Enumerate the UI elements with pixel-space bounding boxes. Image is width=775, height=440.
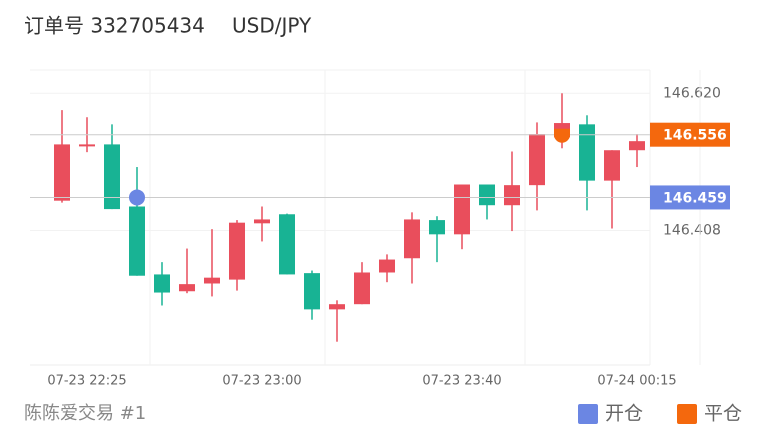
candle-body <box>79 144 95 147</box>
legend-label: 开仓 <box>605 403 643 425</box>
x-tick-label: 07-24 00:15 <box>597 374 676 389</box>
candle-body <box>479 184 495 206</box>
candle-body <box>604 150 620 181</box>
candle-body <box>404 219 420 259</box>
candle-body <box>329 304 345 310</box>
candle-body <box>179 284 195 292</box>
y-tick-label: 146.408 <box>663 222 721 238</box>
candle-body <box>129 206 145 276</box>
legend-swatch <box>677 404 697 424</box>
open-marker <box>129 189 145 206</box>
x-tick-label: 07-23 23:40 <box>422 374 501 389</box>
x-tick-label: 07-23 23:00 <box>222 374 301 389</box>
candle-body <box>204 277 220 284</box>
candle-body <box>454 184 470 235</box>
candle-body <box>504 185 520 206</box>
candle-body <box>54 144 70 201</box>
candle-body <box>529 134 545 186</box>
candle-body <box>254 219 270 224</box>
close-marker <box>554 128 570 143</box>
candle-body <box>579 124 595 181</box>
chart-subtitle: USD/JPY <box>232 14 312 38</box>
price-tag <box>650 185 730 210</box>
candle-body <box>104 144 120 210</box>
candle-body <box>429 220 445 235</box>
candle-body <box>304 273 320 310</box>
candle-body <box>154 274 170 293</box>
price-tag-label: 146.556 <box>663 128 727 144</box>
legend-label: 平仓 <box>704 403 742 425</box>
candle-body <box>229 222 245 280</box>
candle-body <box>354 272 370 305</box>
candle-body <box>629 141 645 151</box>
x-tick-label: 07-23 22:25 <box>47 374 126 389</box>
price-tag <box>650 122 730 147</box>
price-tag-label: 146.459 <box>663 190 727 206</box>
candle-body <box>279 214 295 275</box>
chart-title: 订单号 332705434 <box>24 14 205 38</box>
candle-body <box>379 259 395 273</box>
caption: 陈陈爱交易 #1 <box>24 403 146 424</box>
y-tick-label: 146.620 <box>663 85 721 101</box>
legend-swatch <box>578 404 598 424</box>
